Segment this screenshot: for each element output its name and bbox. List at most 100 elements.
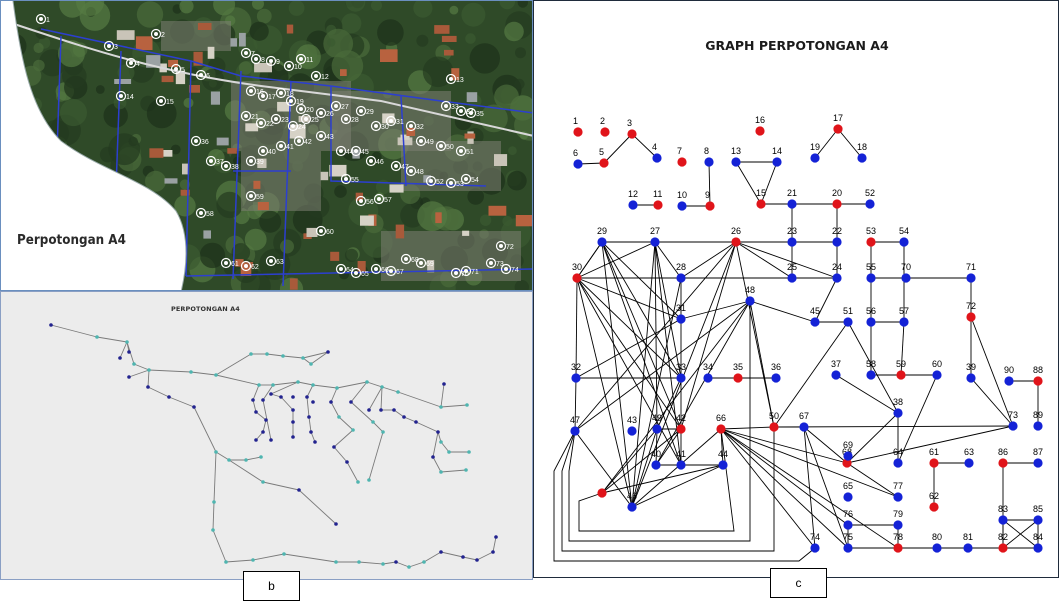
- graph-edge: [601, 241, 682, 379]
- tree-canopy: [216, 191, 243, 219]
- house-roof: [466, 92, 478, 102]
- graph-routed-edge: [553, 430, 816, 562]
- network-node: [167, 395, 171, 399]
- house-marker-dot: [489, 261, 493, 265]
- graph-node-label: 49: [652, 413, 662, 423]
- house-marker-icon: [265, 255, 277, 267]
- house-marker-dot: [444, 104, 448, 108]
- house-number-label: 57: [384, 197, 392, 204]
- house-marker-icon: [500, 263, 512, 275]
- graph-node: [966, 273, 976, 283]
- graph-node: [676, 273, 686, 283]
- house-number-label: 63: [276, 259, 284, 266]
- graph-node-label: 51: [843, 306, 853, 316]
- house-number-label: 65: [361, 271, 369, 278]
- graph-node: [865, 199, 875, 209]
- graph-node: [705, 201, 715, 211]
- network-node: [494, 535, 498, 539]
- graph-edge: [970, 316, 1014, 427]
- network-node: [261, 398, 265, 402]
- network-node: [146, 385, 150, 389]
- house-number-label: 45: [361, 149, 369, 156]
- network-node: [311, 400, 315, 404]
- graph-node: [843, 317, 853, 327]
- graph-edge: [846, 425, 1014, 464]
- graph-node: [810, 543, 820, 553]
- house-roof: [163, 150, 173, 157]
- graph-edge: [803, 426, 848, 464]
- graph-node-label: 47: [570, 415, 580, 425]
- house-marker-icon: [205, 155, 217, 167]
- tree-canopy: [514, 78, 525, 90]
- network-node: [301, 356, 305, 360]
- house-number-label: 11: [306, 57, 313, 64]
- house-roof: [207, 46, 215, 59]
- network-edge: [252, 399, 257, 413]
- house-roof: [306, 227, 318, 237]
- graph-edge: [814, 128, 839, 159]
- graph-node-label: 63: [964, 447, 974, 457]
- graph-edge: [900, 321, 905, 376]
- network-node: [439, 470, 443, 474]
- house-roof: [230, 38, 238, 47]
- house-marker-dot: [377, 197, 381, 201]
- network-edge: [397, 391, 442, 408]
- network-node: [407, 565, 411, 569]
- network-node: [337, 415, 341, 419]
- graph-node: [929, 458, 939, 468]
- network-edge: [346, 461, 359, 483]
- network-node: [431, 455, 435, 459]
- house-marker-icon: [257, 90, 269, 102]
- house-number-label: 35: [476, 111, 484, 118]
- network-edge: [393, 409, 405, 418]
- house-marker-dot: [449, 181, 453, 185]
- graph-node-label: 73: [1008, 410, 1018, 420]
- graph-node-label: 84: [1033, 532, 1043, 542]
- network-node: [436, 430, 440, 434]
- graph-edge: [897, 374, 938, 464]
- house-roof: [352, 149, 360, 159]
- graph-node: [896, 370, 906, 380]
- tree-canopy: [422, 56, 454, 88]
- house-roof: [182, 163, 190, 175]
- tree-canopy: [146, 98, 177, 129]
- house-marker-icon: [250, 53, 262, 65]
- tree-canopy: [252, 1, 264, 10]
- house-roof: [494, 154, 508, 166]
- network-edge: [133, 363, 150, 371]
- graph-node-label: 81: [963, 532, 973, 542]
- network-edge: [266, 353, 284, 357]
- graph-edge: [576, 277, 682, 466]
- house-roof: [320, 171, 329, 181]
- graph-node-label: 24: [832, 262, 842, 272]
- house-marker-icon: [115, 90, 127, 102]
- house-marker-icon: [385, 265, 397, 277]
- graph-node-label: 35: [733, 362, 743, 372]
- house-roof: [515, 215, 532, 227]
- house-marker-dot: [269, 259, 273, 263]
- network-edge: [213, 451, 217, 503]
- graph-node-label: 30: [572, 262, 582, 272]
- house-marker-dot: [439, 144, 443, 148]
- network-edge: [415, 421, 439, 433]
- tree-canopy: [256, 8, 272, 24]
- graph-node-label: 6: [573, 148, 578, 158]
- graph-node: [703, 373, 713, 383]
- network-edge: [308, 416, 312, 433]
- tree-canopy: [461, 2, 486, 27]
- network-edge: [262, 419, 267, 433]
- graph-node-label: 57: [899, 306, 909, 316]
- graph-edge: [655, 428, 682, 466]
- house-number-label: 32: [416, 124, 424, 131]
- graph-node-label: 88: [1033, 365, 1043, 375]
- network-node: [127, 375, 131, 379]
- graph-node-label: 27: [650, 226, 660, 236]
- graph-node: [857, 153, 867, 163]
- graph-node: [570, 426, 580, 436]
- house-number-label: 74: [511, 267, 519, 274]
- graph-edge: [576, 277, 682, 320]
- graph-node-label: 25: [787, 262, 797, 272]
- network-node: [279, 395, 283, 399]
- house-number-label: 41: [286, 144, 294, 151]
- graph-node: [597, 488, 607, 498]
